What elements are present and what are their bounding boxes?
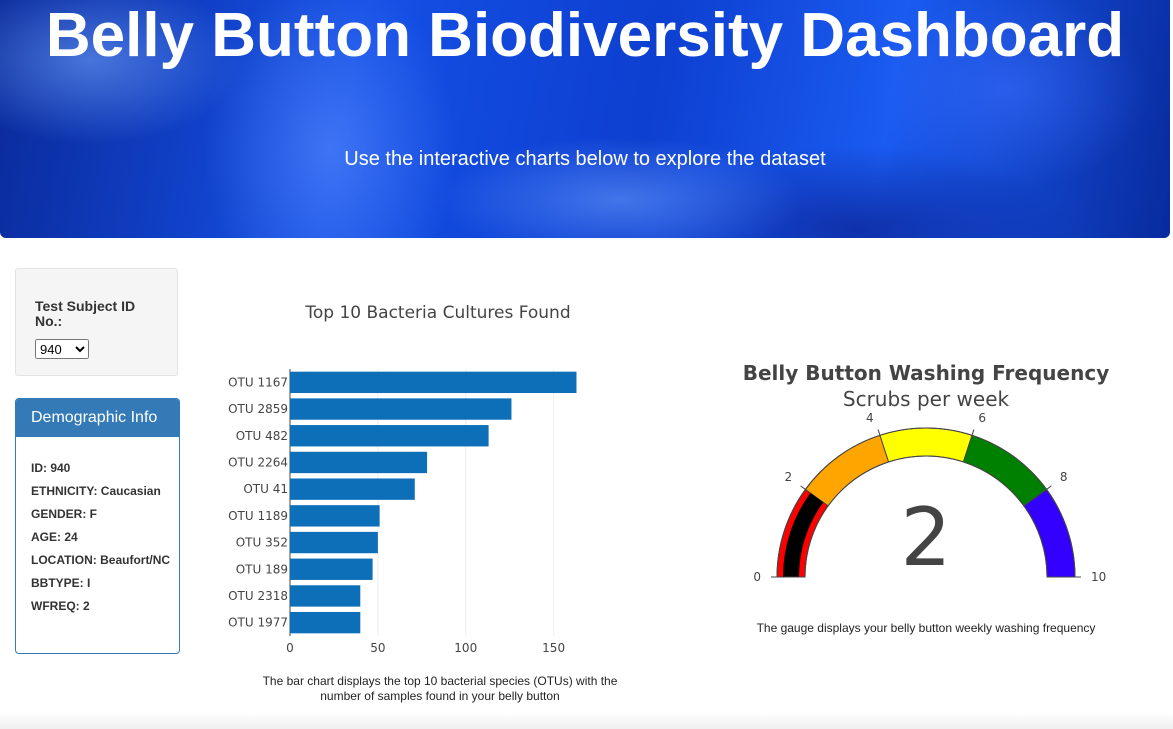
gauge-segment-2 xyxy=(879,427,973,463)
gauge-tick-label: 2 xyxy=(784,470,792,484)
hero-banner: Belly Button Biodiversity Dashboard Use … xyxy=(0,0,1170,238)
gauge-tick xyxy=(877,429,881,436)
demo-id: ID: 940 xyxy=(31,461,71,475)
gauge-tick xyxy=(800,485,806,490)
bar-otu-2264 xyxy=(290,451,428,474)
gauge-tick xyxy=(1046,485,1052,490)
demo-location: LOCATION: Beaufort/NC xyxy=(31,553,171,567)
bar-otu-1167 xyxy=(290,371,577,394)
demo-bbtype: BBTYPE: I xyxy=(31,576,91,590)
bar-otu-1977 xyxy=(290,611,361,634)
gauge-segment-1 xyxy=(804,434,890,507)
y-tick-label: OTU 41 xyxy=(243,482,288,496)
gauge-value-bar xyxy=(783,492,824,577)
gauge-tick-label: 10 xyxy=(1091,570,1106,584)
demo-age: AGE: 24 xyxy=(31,530,78,544)
gauge-tick-label: 6 xyxy=(978,411,986,425)
y-tick-label: OTU 2264 xyxy=(228,455,288,469)
demographic-info-heading: Demographic Info xyxy=(16,399,179,437)
gauge-tick-label: 0 xyxy=(753,570,761,584)
bar-otu-189 xyxy=(290,558,373,580)
gauge-segment-3 xyxy=(962,434,1048,507)
y-tick-label: OTU 189 xyxy=(236,562,288,576)
y-tick-label: OTU 482 xyxy=(236,429,288,443)
bar-otu-2859 xyxy=(290,398,512,420)
bar-otu-2318 xyxy=(290,585,361,607)
bar-otu-1189 xyxy=(290,505,380,527)
subject-id-dropdown[interactable]: 940 xyxy=(35,339,89,359)
y-tick-label: OTU 1167 xyxy=(228,375,288,389)
x-tick-label: 100 xyxy=(454,641,477,655)
subject-selector-panel: Test Subject ID No.: 940 xyxy=(15,268,178,376)
demographic-info-panel: Demographic Info ID: 940 ETHNICITY: Cauc… xyxy=(15,398,180,654)
bar-otu-352 xyxy=(290,531,378,554)
demo-wfreq: WFREQ: 2 xyxy=(31,599,90,613)
y-tick-label: OTU 1977 xyxy=(228,616,288,630)
x-tick-label: 150 xyxy=(542,641,565,655)
gauge-tick xyxy=(971,429,975,436)
y-tick-label: OTU 1189 xyxy=(228,509,288,523)
page-footer-shadow xyxy=(0,712,1173,729)
bar-otu-482 xyxy=(290,425,489,447)
subject-id-label: Test Subject ID No.: xyxy=(35,298,136,329)
demographic-info-body: ID: 940 ETHNICITY: Caucasian GENDER: F A… xyxy=(16,437,179,613)
gauge-tick-label: 4 xyxy=(866,411,874,425)
gauge-title: Belly Button Washing Frequency xyxy=(743,361,1109,385)
bar-otu-41 xyxy=(290,478,415,500)
y-tick-label: OTU 2318 xyxy=(228,589,288,603)
demo-ethnicity: ETHNICITY: Caucasian xyxy=(31,484,161,498)
gauge-segment-4 xyxy=(1023,488,1076,578)
top10-bar-chart[interactable]: Top 10 Bacteria Cultures Found 0 50 100 150 O… xyxy=(200,290,600,670)
gauge-outline xyxy=(776,427,1076,578)
x-tick-label: 50 xyxy=(370,641,385,655)
y-tick-label: OTU 352 xyxy=(236,536,288,550)
x-tick-label: 0 xyxy=(286,641,294,655)
page-subtitle: Use the interactive charts below to expl… xyxy=(344,148,826,170)
gauge-chart-caption: The gauge displays your belly button wee… xyxy=(756,621,1096,635)
gauge-tick-label: 8 xyxy=(1060,470,1068,484)
page-title: Belly Button Biodiversity Dashboard xyxy=(45,1,1125,70)
bar-chart-title: Top 10 Bacteria Cultures Found xyxy=(304,303,570,323)
y-tick-label: OTU 2859 xyxy=(228,402,288,416)
bar-chart-caption: The bar chart displays the top 10 bacter… xyxy=(262,674,618,703)
gauge-subtitle: Scrubs per week xyxy=(843,387,1010,411)
demo-gender: GENDER: F xyxy=(31,507,97,521)
gauge-value-label: 2 xyxy=(901,491,952,584)
